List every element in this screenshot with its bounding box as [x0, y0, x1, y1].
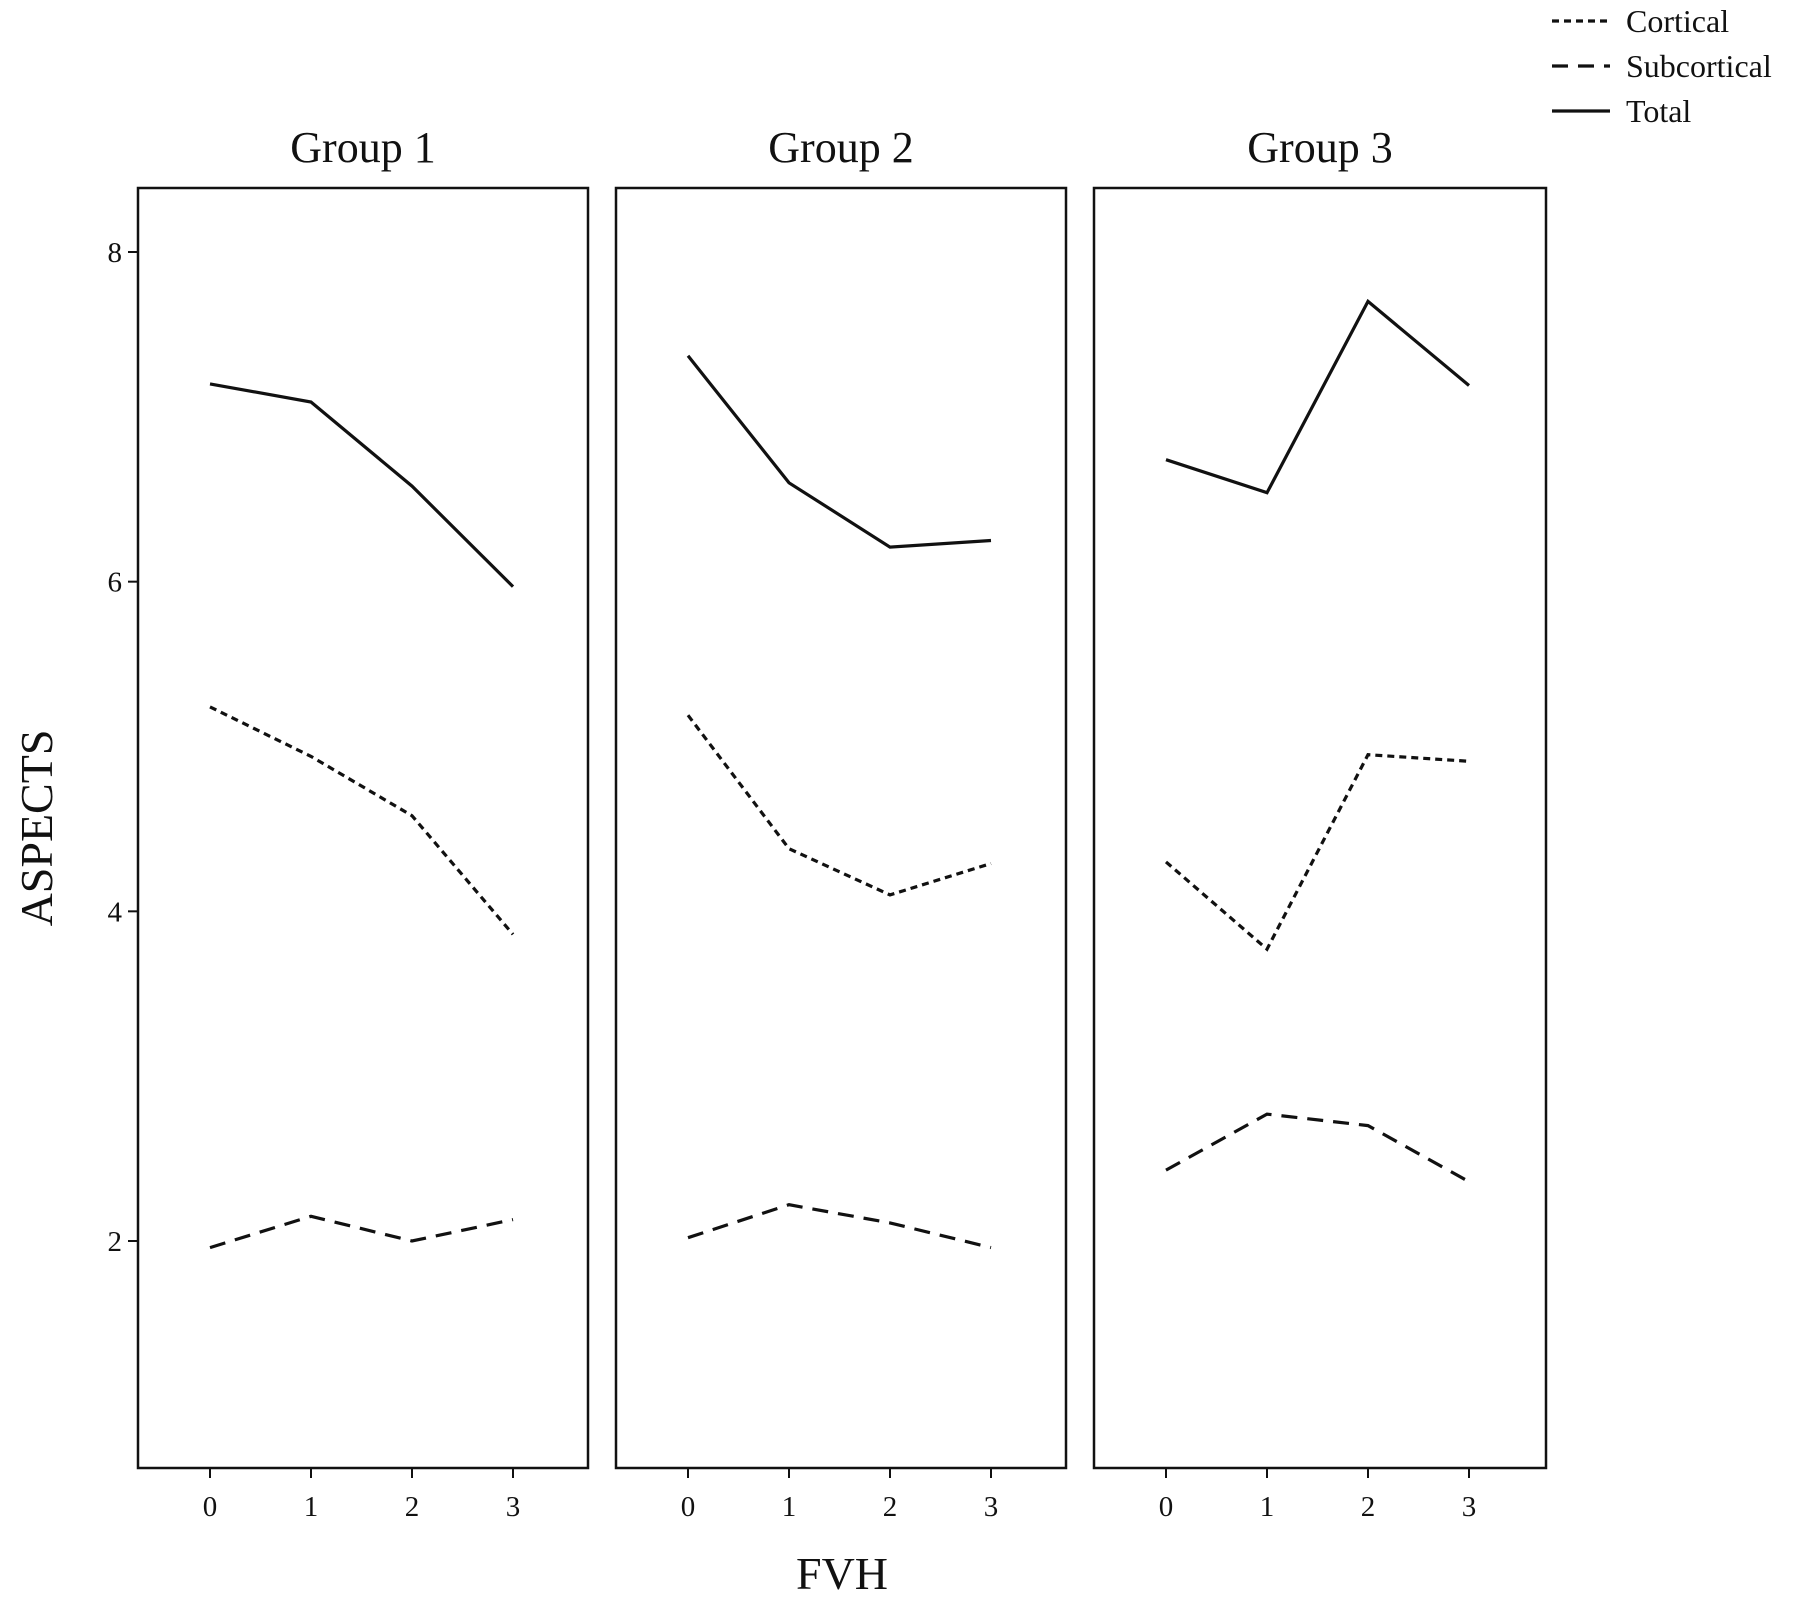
x-tick-label: 1	[304, 1491, 319, 1523]
x-tick-label: 0	[203, 1491, 218, 1523]
x-tick-label: 0	[1159, 1491, 1174, 1523]
x-tick-label: 2	[883, 1491, 898, 1523]
x-tick-label: 3	[1462, 1491, 1477, 1523]
series-line-total	[209, 382, 515, 588]
series-line-total	[1165, 298, 1471, 495]
panel-title: Group 2	[768, 123, 913, 172]
legend-label-cortical: Cortical	[1626, 3, 1729, 39]
y-axis-label: ASPECTS	[11, 730, 62, 927]
panel-frame	[614, 186, 1068, 1470]
series-line-cortical	[209, 705, 515, 936]
y-tick-label: 2	[108, 1226, 123, 1258]
series-line-subcortical	[1165, 1112, 1470, 1184]
x-tick-label: 3	[984, 1491, 999, 1523]
y-tick-label: 8	[108, 237, 123, 269]
series-line-total	[686, 354, 992, 549]
y-tick-label: 6	[108, 567, 123, 599]
panel-title: Group 1	[290, 123, 435, 172]
panel-title: Group 3	[1247, 123, 1392, 172]
x-tick-label: 1	[1260, 1491, 1275, 1523]
series-line-subcortical	[209, 1214, 514, 1250]
x-tick-label: 2	[1361, 1491, 1376, 1523]
legend-label-subcortical: Subcortical	[1626, 48, 1772, 84]
series-line-cortical	[686, 714, 992, 897]
panel-frame	[136, 186, 590, 1470]
x-tick-label: 3	[506, 1491, 521, 1523]
series-line-subcortical	[687, 1203, 992, 1250]
y-tick-label: 4	[108, 896, 123, 928]
legend-label-total: Total	[1626, 93, 1691, 129]
x-tick-label: 1	[782, 1491, 797, 1523]
x-axis-label: FVH	[796, 1548, 888, 1599]
panel-frame	[1092, 186, 1548, 1470]
series-line-cortical	[1164, 753, 1470, 952]
x-tick-label: 0	[681, 1491, 696, 1523]
x-tick-label: 2	[405, 1491, 420, 1523]
